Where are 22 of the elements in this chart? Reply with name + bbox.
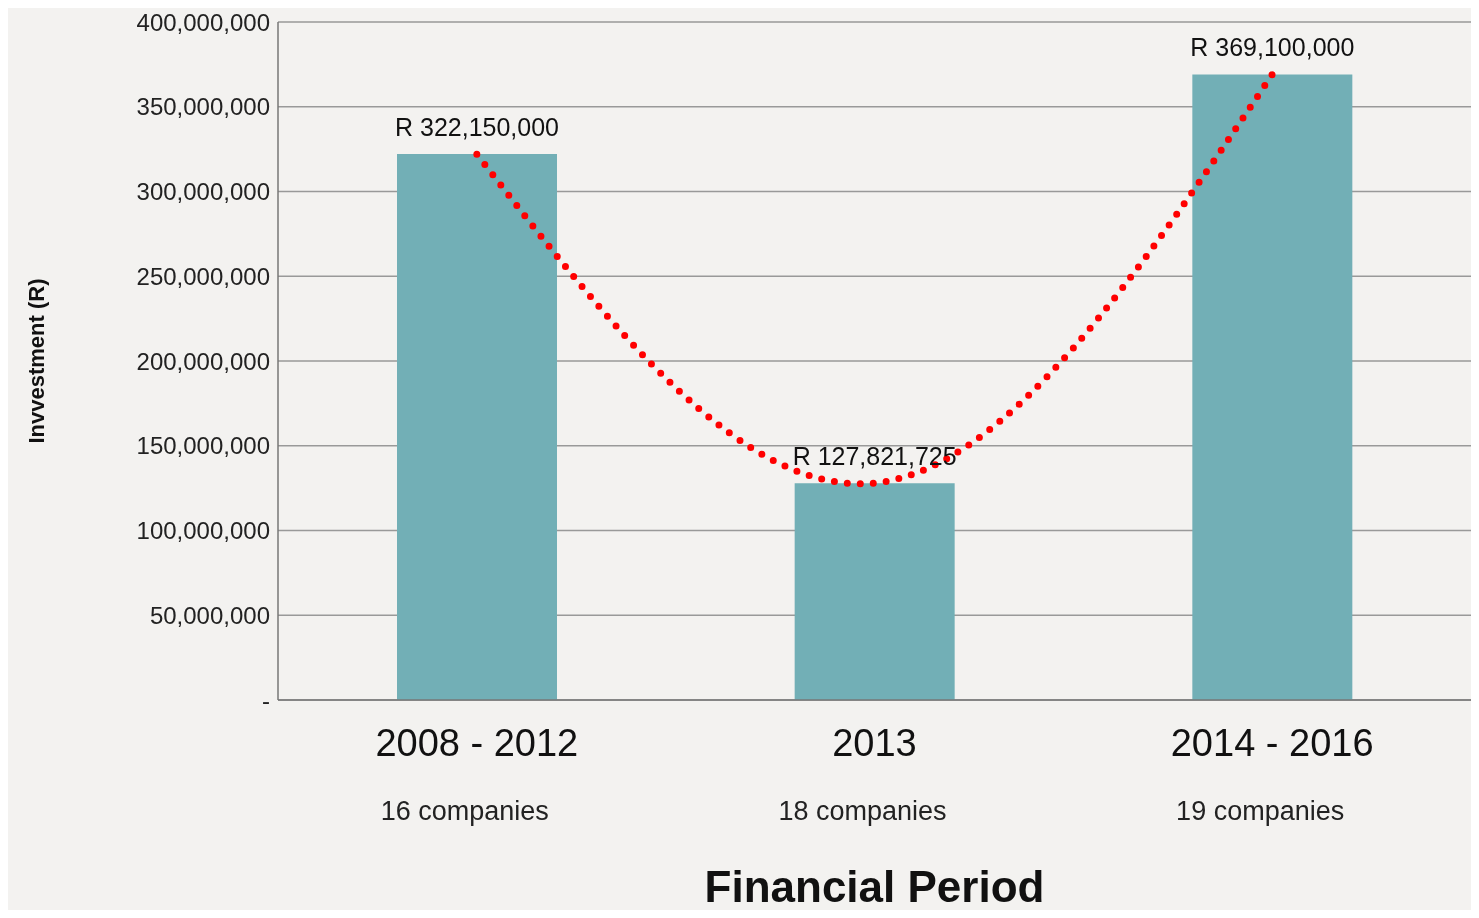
bar bbox=[1192, 74, 1353, 700]
y-tick-label: 100,000,000 bbox=[136, 517, 270, 545]
y-tick-label: 350,000,000 bbox=[136, 93, 270, 121]
y-tick-label: 400,000,000 bbox=[136, 8, 270, 36]
text: 16 companies bbox=[380, 796, 549, 826]
bar bbox=[794, 483, 955, 700]
x-tick-label: 2013 bbox=[832, 722, 917, 764]
y-tick-label: - bbox=[262, 686, 270, 714]
y-tick-label: 50,000,000 bbox=[149, 601, 270, 629]
text: 19 companies bbox=[1176, 796, 1345, 826]
bar bbox=[397, 153, 557, 700]
y-tick-label: 200,000,000 bbox=[136, 347, 270, 375]
y-axis-title: Invvestment (R) bbox=[23, 278, 49, 444]
y-tick-label: 300,000,000 bbox=[136, 178, 270, 206]
y-tick-label: 150,000,000 bbox=[136, 432, 270, 460]
y-tick-label: 250,000,000 bbox=[136, 262, 270, 290]
text: 18 companies bbox=[778, 796, 947, 826]
x-tick-label: 2014 - 2016 bbox=[1170, 722, 1374, 764]
x-axis-title: Financial Period bbox=[704, 862, 1045, 911]
data-label: R 322,150,000 bbox=[394, 112, 560, 141]
data-label: R 369,100,000 bbox=[1190, 33, 1355, 62]
x-tick-label: 2008 - 2012 bbox=[375, 722, 579, 764]
